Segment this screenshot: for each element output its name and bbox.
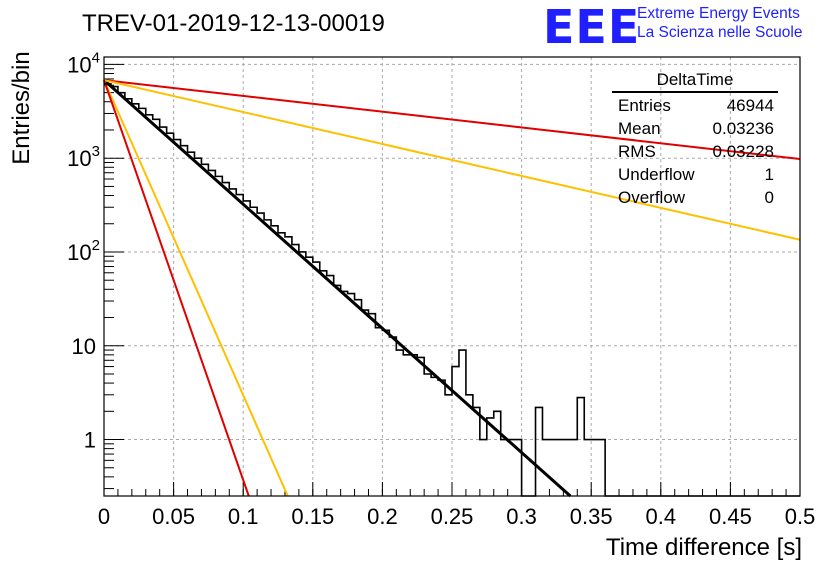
- y-tick-label: 1: [84, 428, 96, 453]
- logo-line-1: Extreme Energy Events: [637, 5, 800, 22]
- x-axis-label: Time difference [s]: [605, 534, 802, 561]
- stats-row: Entries 46944: [612, 94, 778, 117]
- x-tick-label: 0.25: [431, 504, 474, 529]
- stats-value: 0: [764, 188, 774, 207]
- x-tick-label: 0.3: [506, 504, 537, 529]
- chart-title: TREV-01-2019-12-13-00019: [82, 10, 385, 37]
- stats-label: Mean: [618, 119, 661, 138]
- x-tick-labels: 0 0.05 0.1 0.15 0.2 0.25 0.3 0.35 0.4 0.45 0.5: [98, 504, 815, 529]
- x-tick-label: 0.5: [785, 504, 816, 529]
- x-tick-label: 0.45: [709, 504, 752, 529]
- x-tick-label: 0: [98, 504, 110, 529]
- stats-row: Underflow 1: [612, 163, 778, 186]
- stats-box: DeltaTime Entries 46944 Mean 0.03236 RMS…: [612, 70, 778, 209]
- grid-lines: [104, 57, 800, 496]
- y-tick-label: 102: [67, 237, 100, 265]
- stats-label: RMS: [618, 142, 656, 161]
- stats-title: DeltaTime: [612, 70, 778, 93]
- x-tick-label: 0.2: [367, 504, 398, 529]
- y-tick-label: 10: [72, 334, 96, 359]
- stats-label: Entries: [618, 96, 671, 115]
- stats-label: Overflow: [618, 188, 686, 207]
- y-axis-label: Entries/bin: [8, 51, 35, 165]
- component-curve: [103, 79, 801, 241]
- x-tick-label: 0.35: [570, 504, 613, 529]
- component-curve: [103, 79, 801, 161]
- stats-row: RMS 0.03228: [612, 140, 778, 163]
- component-curve: [103, 79, 250, 497]
- stats-value: 0.03228: [712, 142, 774, 161]
- y-tick-labels: 1 10 102 103 104: [67, 49, 100, 452]
- y-tick-label: 104: [67, 49, 100, 77]
- logo-line-2: La Scienza nelle Scuole: [637, 24, 803, 41]
- stats-row: Overflow 0: [612, 186, 778, 209]
- eee-logo: EEE: [543, 0, 641, 54]
- x-tick-label: 0.05: [152, 504, 195, 529]
- stats-value: 46944: [726, 96, 774, 115]
- x-tick-label: 0.1: [228, 504, 259, 529]
- y-tick-label: 103: [67, 143, 100, 171]
- fit-curves: [103, 79, 801, 498]
- fit-line: [103, 79, 572, 498]
- stats-label: Underflow: [618, 165, 695, 184]
- stats-value: 1: [764, 165, 774, 184]
- x-tick-label: 0.15: [291, 504, 334, 529]
- plot-frame: [103, 56, 801, 497]
- stats-row: Mean 0.03236: [612, 117, 778, 140]
- component-curve: [103, 79, 289, 497]
- stats-value: 0.03236: [712, 119, 774, 138]
- x-tick-label: 0.4: [646, 504, 677, 529]
- logo-caption: Extreme Energy Events La Scienza nelle S…: [637, 4, 802, 42]
